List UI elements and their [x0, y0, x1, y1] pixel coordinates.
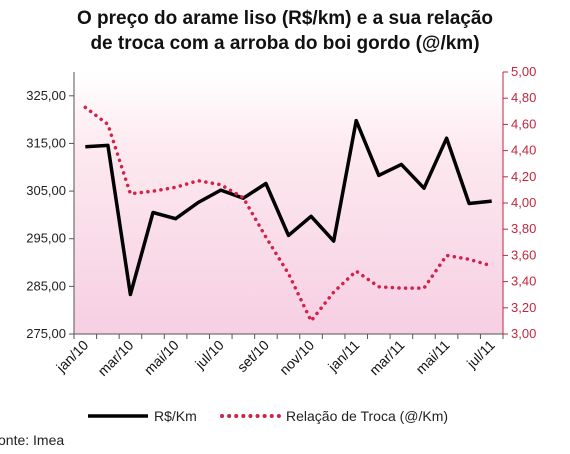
y-right-tick-label: 3,40 [511, 274, 536, 289]
y-right-tick-label: 3,80 [511, 221, 536, 236]
y-right-tick-label: 4,20 [511, 169, 536, 184]
y-left-tick-label: 315,00 [26, 135, 66, 150]
x-tick-label: mai/10 [141, 337, 182, 378]
legend-label-troca: Relação de Troca (@/Km) [286, 408, 448, 424]
x-tick-label: jul/11 [463, 337, 498, 372]
plot-area [74, 72, 503, 334]
x-tick-label: mar/10 [94, 337, 136, 379]
y-right-tick-label: 4,80 [511, 90, 536, 105]
x-tick-label: set/10 [234, 337, 272, 375]
x-tick-label: mar/11 [366, 337, 408, 379]
x-tick-label: jan/11 [324, 337, 362, 375]
y-right-tick-label: 3,20 [511, 300, 536, 315]
y-right-tick-label: 5,00 [511, 64, 536, 79]
chart-title-line-1: O preço do arame liso (R$/km) e a sua re… [76, 8, 494, 29]
y-right-tick-label: 3,00 [511, 326, 536, 341]
y-left-tick-label: 295,00 [26, 231, 66, 246]
source-note: onte: Imea [0, 432, 65, 448]
y-left-tick-label: 275,00 [26, 326, 66, 341]
legend: R$/Km Relação de Troca (@/Km) [88, 408, 448, 424]
x-tick-label: jan/10 [52, 337, 91, 376]
x-tick-label: jul/10 [191, 337, 227, 373]
chart-title-line-2: de troca com a arroba do boi gordo (@/km… [90, 33, 480, 54]
series-line-arame [85, 118, 492, 297]
y-right-tick-label: 3,60 [511, 247, 536, 262]
y-left-tick-label: 285,00 [26, 278, 66, 293]
series-line-troca [83, 105, 494, 323]
legend-label-arame: R$/Km [154, 408, 197, 424]
y-right-tick-label: 4,60 [511, 116, 536, 131]
x-tick-label: nov/10 [276, 337, 317, 378]
y-right-tick-label: 4,00 [511, 195, 536, 210]
y-right-tick-label: 4,40 [511, 143, 536, 158]
x-tick-label: mai/11 [412, 337, 452, 377]
y-left-tick-label: 325,00 [26, 88, 66, 103]
y-left-tick-label: 305,00 [26, 183, 66, 198]
chart-title: O preço do arame liso (R$/km) e a sua re… [0, 6, 570, 56]
